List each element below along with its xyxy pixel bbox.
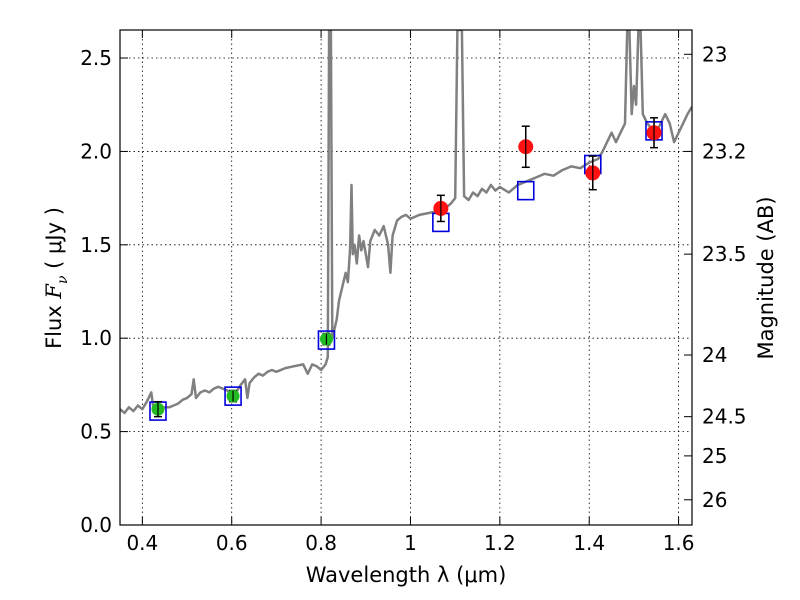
y-tick-label: 1.0 (80, 326, 112, 350)
x-tick-label: 1.2 (484, 531, 516, 555)
spectrum-layer (120, 30, 692, 415)
ticks (120, 30, 692, 526)
plot-frame (119, 29, 693, 526)
model-photometry-box (224, 386, 242, 406)
y-tick-label: 2.0 (80, 139, 112, 163)
y2-tick-label: 24.5 (702, 405, 747, 429)
y2-tick-label: 23 (702, 42, 727, 66)
y2-tick-label: 23.5 (702, 242, 747, 266)
y-tick-label: 0.5 (80, 420, 112, 444)
y2-tick-label: 26 (702, 488, 727, 512)
y-axis-label-var: F (42, 283, 66, 300)
y2-tick-label: 24 (702, 343, 727, 367)
model-photometry-box (516, 180, 535, 201)
spectrum-line (120, 30, 692, 415)
x-tick-label: 0.4 (126, 531, 158, 555)
model-photometry-layer (149, 121, 663, 421)
x-tick-label: 1.6 (663, 531, 695, 555)
y2-tick-label: 25 (702, 444, 727, 468)
x-tick-label: 1 (404, 531, 417, 555)
y-axis-label-sub: ν (55, 275, 71, 284)
model-photometry-box (317, 330, 336, 350)
x-tick-label: 1.4 (573, 531, 605, 555)
y-axis-label: Flux Fν ( μJy ) (42, 207, 71, 349)
x-tick-label: 0.8 (305, 531, 337, 555)
x-tick-label: 0.6 (216, 531, 248, 555)
y-tick-label: 2.5 (80, 46, 112, 70)
y-axis-label-prefix: Flux (42, 299, 66, 349)
y2-tick-label: 23.2 (702, 139, 747, 163)
x-axis-label: Wavelength λ (μm) (306, 563, 507, 587)
observed-photometry-layer (151, 117, 662, 418)
y-axis-label-suffix: ( μJy ) (42, 207, 66, 275)
grid (120, 30, 692, 526)
y2-axis-label: Magnitude (AB) (754, 196, 778, 359)
y-tick-label: 0.0 (80, 513, 112, 537)
tick-labels: 0.4 0.6 0.8 1 1.2 1.4 1.6 0.0 0.5 1.0 1.5 2.0 2.5 23 2… (80, 42, 746, 555)
y-tick-label: 1.5 (80, 233, 112, 257)
